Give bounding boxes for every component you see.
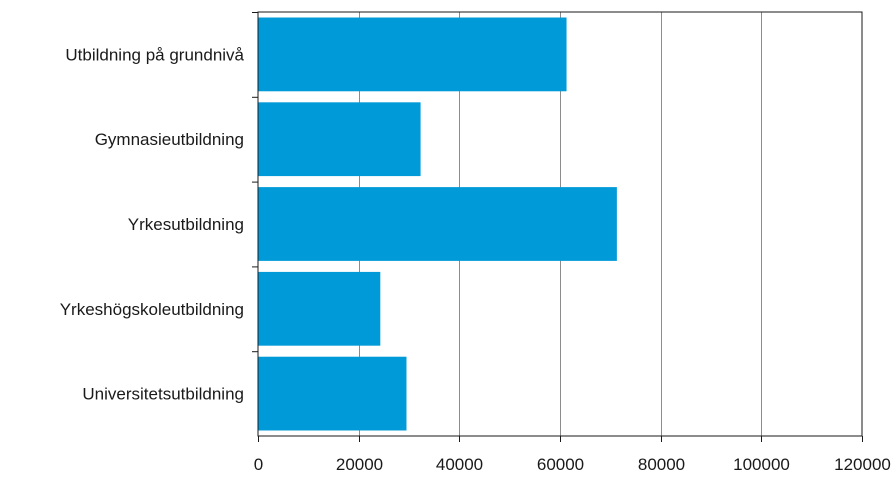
bar xyxy=(258,356,407,431)
category-label: Utbildning på grundnivå xyxy=(65,45,244,64)
bars xyxy=(258,17,617,431)
x-tick-label: 100000 xyxy=(733,455,790,474)
x-tick-label: 80000 xyxy=(638,455,685,474)
category-label: Yrkeshögskoleutbildning xyxy=(60,300,244,319)
y-axis-category-labels: Utbildning på grundnivå Gymnasieutbildnin… xyxy=(60,45,245,403)
bar xyxy=(258,17,567,92)
bar xyxy=(258,102,421,177)
bar xyxy=(258,187,617,261)
category-label: Universitetsutbildning xyxy=(82,385,244,404)
x-tick-label: 60000 xyxy=(537,455,584,474)
x-tick-label: 120000 xyxy=(834,455,891,474)
bar xyxy=(258,271,381,346)
x-axis-tick-labels: 0 20000 40000 60000 80000 100000 120000 xyxy=(254,455,891,474)
x-tick-label: 20000 xyxy=(336,455,383,474)
category-label: Yrkesutbildning xyxy=(128,215,244,234)
x-tick-label: 0 xyxy=(254,455,263,474)
category-label: Gymnasieutbildning xyxy=(95,130,244,149)
x-tick-label: 40000 xyxy=(436,455,483,474)
x-axis-ticks xyxy=(252,12,863,442)
